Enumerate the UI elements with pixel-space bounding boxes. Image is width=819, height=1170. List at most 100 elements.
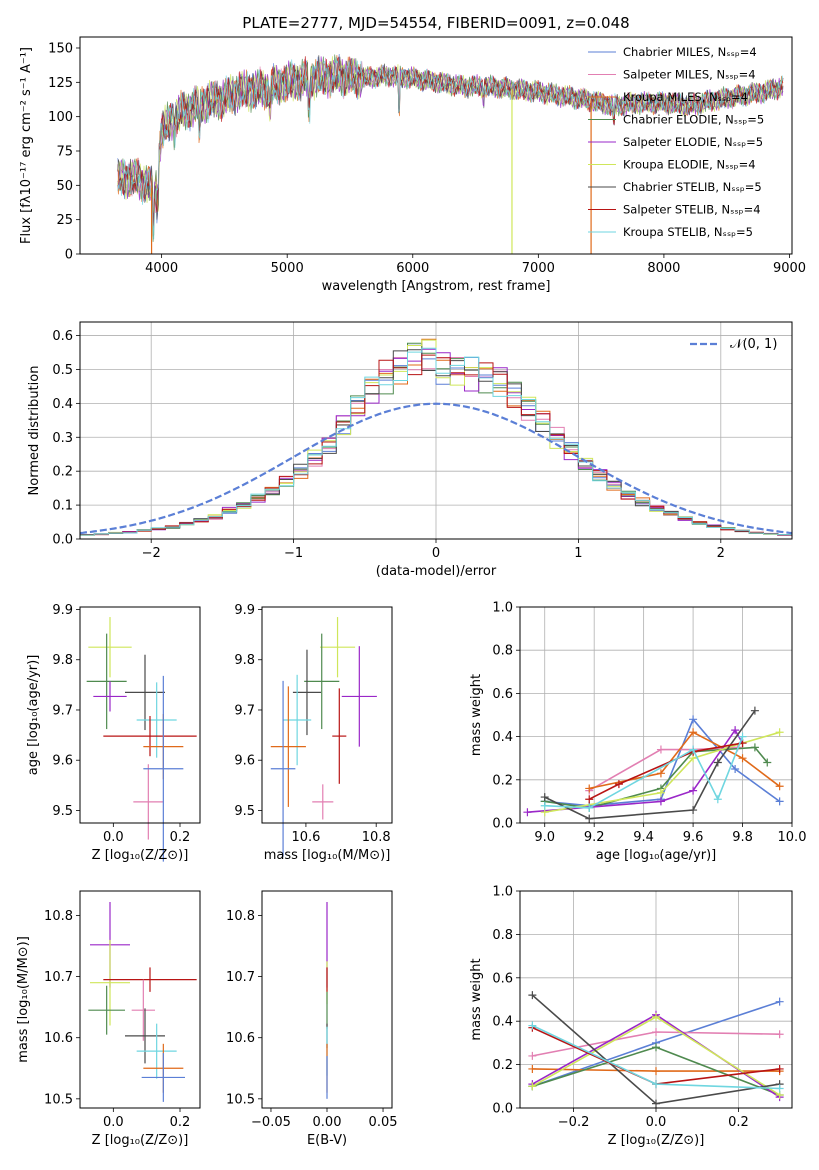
weight-marker <box>689 715 698 724</box>
x-axis-label: (data-model)/error <box>376 564 497 579</box>
x-axis-label: wavelength [Angstrom, rest frame] <box>322 279 551 294</box>
legend-label: Kroupa ELODIE, Nₛₛₚ=4 <box>623 158 756 172</box>
y-tick-label: 0 <box>65 248 73 263</box>
x-tick-label: 0 <box>432 546 440 561</box>
weight-line <box>588 742 743 800</box>
x-tick-label: 10.8 <box>362 830 391 845</box>
weight-marker <box>585 803 594 812</box>
weight-marker <box>585 814 594 823</box>
y-tick-label: 0.2 <box>52 465 73 480</box>
x-tick-label: 0.2 <box>728 1115 749 1130</box>
y-tick-label: 0.3 <box>52 431 73 446</box>
x-tick-label: 9.4 <box>633 830 654 845</box>
y-tick-label: 0.2 <box>492 1058 513 1073</box>
weight-marker <box>763 758 772 767</box>
weight-marker <box>528 1064 537 1073</box>
y-tick-label: 0.5 <box>52 363 73 378</box>
legend-label: 𝒩(0, 1) <box>730 337 777 352</box>
weight-marker <box>656 769 665 778</box>
weight-marker <box>689 806 698 815</box>
legend-label: Chabrier STELIB, Nₛₛₚ=5 <box>623 180 762 194</box>
y-axis-label: mass weight <box>469 958 484 1040</box>
x-tick-label: 9.0 <box>534 830 555 845</box>
weight-marker <box>738 754 747 763</box>
y-tick-label: 125 <box>48 76 73 91</box>
weight-marker <box>652 1012 660 1021</box>
y-tick-label: 9.7 <box>52 703 73 718</box>
y-tick-label: 10.8 <box>226 909 255 924</box>
y-axis-label: mass [log₁₀(M/M⊙)] <box>16 936 31 1063</box>
weight-marker <box>652 1080 660 1089</box>
y-tick-label: 9.5 <box>234 804 255 819</box>
y-tick-label: 10.7 <box>226 970 255 985</box>
weight-marker <box>652 1028 660 1037</box>
axes-frame <box>519 606 793 824</box>
y-tick-label: 9.9 <box>234 603 255 618</box>
weight-marker <box>731 765 740 773</box>
y-tick-label: 25 <box>56 213 73 228</box>
weight-line <box>527 728 744 813</box>
x-tick-label: 8000 <box>647 261 680 276</box>
weight-marker <box>528 991 537 1000</box>
y-tick-label: 1.0 <box>492 885 513 900</box>
axes-frame <box>79 890 201 1109</box>
y-tick-label: 0.4 <box>52 397 73 412</box>
weight-marker <box>775 1084 784 1093</box>
x-tick-label: −1 <box>284 546 303 561</box>
legend-label: Chabrier ELODIE, Nₛₛₚ=5 <box>623 113 764 127</box>
weight-marker <box>614 780 623 789</box>
legend-label: Salpeter STELIB, Nₛₛₚ=4 <box>623 203 761 217</box>
x-tick-label: 9.8 <box>732 830 753 845</box>
weight-marker <box>750 706 759 715</box>
y-tick-label: 9.9 <box>52 603 73 618</box>
legend-label: Kroupa MILES, Nₛₛₚ=4 <box>623 90 748 104</box>
x-axis-label: E(B-V) <box>307 1133 347 1148</box>
chart-title: PLATE=2777, MJD=54554, FIBERID=0091, z=0… <box>242 14 629 32</box>
y-tick-label: 9.6 <box>234 754 255 769</box>
x-tick-label: 0.05 <box>369 1115 398 1130</box>
weight-marker <box>656 745 665 754</box>
x-axis-label: Z [log₁₀(Z/Z⊙)] <box>92 848 189 863</box>
y-tick-label: 9.8 <box>234 653 255 668</box>
weight-marker <box>689 745 698 754</box>
y-tick-label: 10.5 <box>226 1092 255 1107</box>
weight-marker <box>713 758 722 767</box>
weight-marker <box>775 797 784 806</box>
y-axis-label: age [log₁₀(age/yr)] <box>26 655 41 776</box>
weight-marker <box>689 728 698 737</box>
y-tick-label: 9.7 <box>234 703 255 718</box>
axes-frame <box>261 606 393 824</box>
x-tick-label: 0.2 <box>170 830 191 845</box>
y-tick-label: 10.5 <box>44 1092 73 1107</box>
x-tick-label: −2 <box>142 546 161 561</box>
y-tick-label: 10.7 <box>44 970 73 985</box>
y-tick-label: 0.8 <box>492 928 513 943</box>
weight-marker <box>775 1064 784 1073</box>
axes-frame <box>79 606 201 824</box>
y-tick-label: 0.0 <box>492 1102 513 1117</box>
x-tick-label: 10.0 <box>778 830 807 845</box>
x-tick-label: −0.2 <box>558 1115 590 1130</box>
x-tick-label: 2 <box>717 546 725 561</box>
spectrum-line <box>117 56 784 240</box>
y-tick-label: 0.6 <box>52 329 73 344</box>
weight-marker <box>775 997 784 1006</box>
y-tick-label: 75 <box>56 144 73 159</box>
y-tick-label: 0.4 <box>492 1015 513 1030</box>
histogram-step <box>80 339 792 536</box>
x-tick-label: 9000 <box>773 261 806 276</box>
y-tick-label: 0.8 <box>492 644 513 659</box>
weight-marker <box>775 782 784 791</box>
y-tick-label: 10.8 <box>44 909 73 924</box>
y-tick-label: 10.6 <box>226 1031 255 1046</box>
y-tick-label: 0.2 <box>492 773 513 788</box>
legend-label: Salpeter ELODIE, Nₛₛₚ=5 <box>623 135 763 149</box>
y-axis-label: Flux [fλ10⁻¹⁷ erg cm⁻² s⁻¹ A⁻¹] <box>19 47 34 244</box>
x-tick-label: 0.2 <box>170 1115 191 1130</box>
y-tick-label: 100 <box>48 110 73 125</box>
weight-marker <box>738 732 747 741</box>
y-tick-label: 0.4 <box>492 730 513 745</box>
weight-marker <box>528 1082 537 1091</box>
weight-marker <box>652 1043 660 1052</box>
